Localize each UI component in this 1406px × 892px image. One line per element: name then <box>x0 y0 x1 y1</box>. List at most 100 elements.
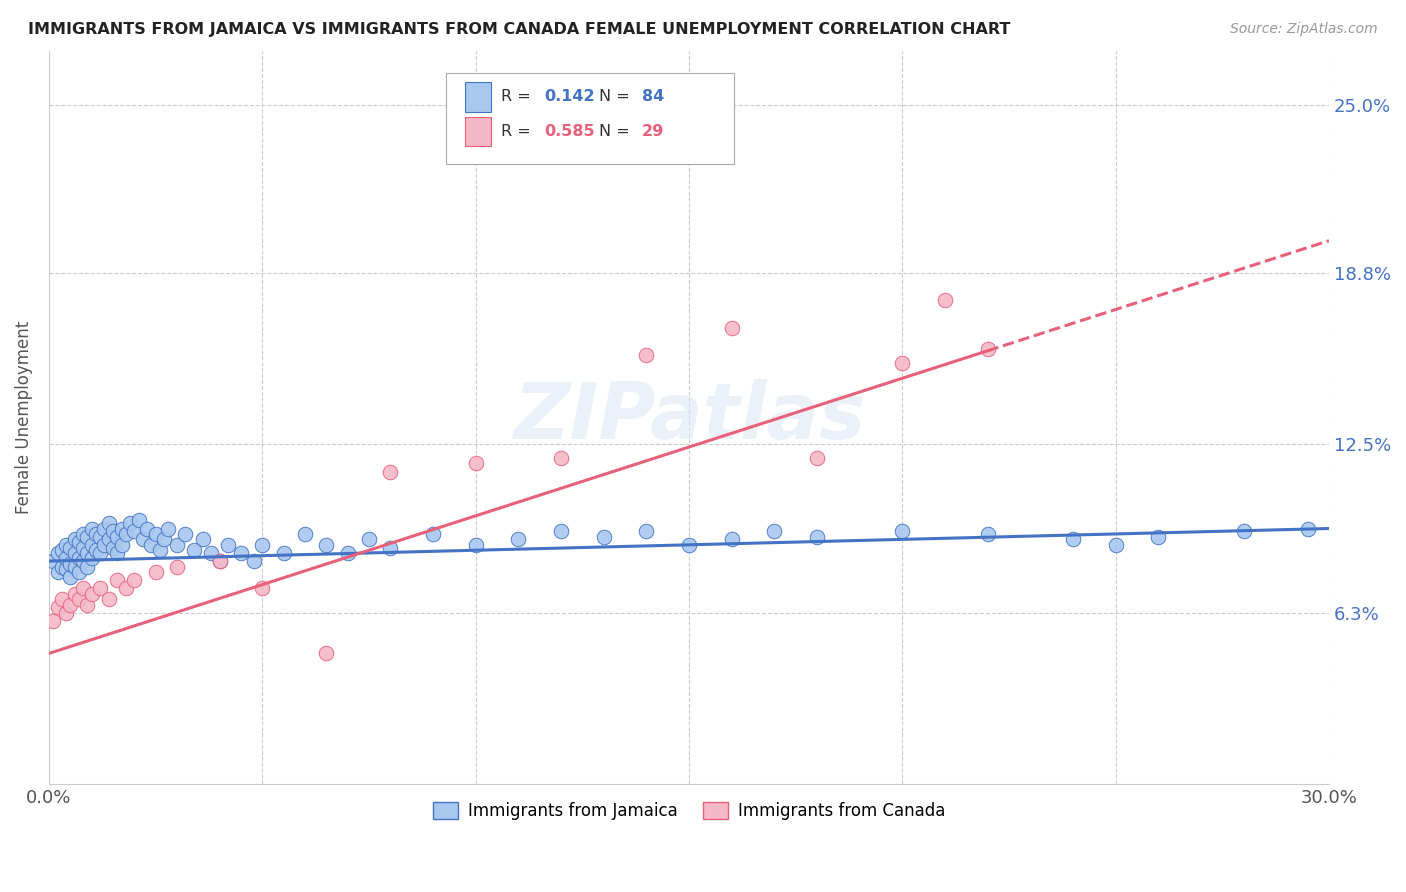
Point <box>124 524 146 539</box>
Point <box>174 527 197 541</box>
Point <box>76 559 98 574</box>
Point <box>59 541 82 555</box>
Point <box>252 538 274 552</box>
Point <box>678 538 700 552</box>
Text: IMMIGRANTS FROM JAMAICA VS IMMIGRANTS FROM CANADA FEMALE UNEMPLOYMENT CORRELATIO: IMMIGRANTS FROM JAMAICA VS IMMIGRANTS FR… <box>28 22 1011 37</box>
Point <box>63 559 86 574</box>
Point <box>149 543 172 558</box>
Point <box>200 546 222 560</box>
Text: 0.585: 0.585 <box>544 124 595 139</box>
Point <box>80 538 103 552</box>
Point <box>315 538 337 552</box>
Point <box>128 513 150 527</box>
Text: N =: N = <box>599 89 636 104</box>
Point <box>1104 538 1126 552</box>
Point <box>84 543 107 558</box>
Point <box>89 581 111 595</box>
Point <box>46 600 69 615</box>
Point <box>166 559 188 574</box>
Point <box>1296 522 1319 536</box>
Point <box>46 546 69 560</box>
Text: 84: 84 <box>641 89 664 104</box>
Point <box>55 551 77 566</box>
Bar <box>465 82 491 112</box>
Point <box>63 533 86 547</box>
Point <box>89 530 111 544</box>
Point <box>89 546 111 560</box>
Point <box>101 541 124 555</box>
FancyBboxPatch shape <box>446 72 734 164</box>
Point <box>51 543 73 558</box>
Point <box>72 581 94 595</box>
Point <box>97 533 120 547</box>
Point <box>891 524 914 539</box>
Point <box>550 524 572 539</box>
Point <box>720 533 742 547</box>
Point <box>105 530 128 544</box>
Point <box>592 530 614 544</box>
Text: R =: R = <box>501 124 536 139</box>
Point <box>76 530 98 544</box>
Point <box>59 557 82 571</box>
Point <box>166 538 188 552</box>
Point <box>51 559 73 574</box>
Point <box>891 356 914 370</box>
Point <box>976 527 998 541</box>
Point <box>51 592 73 607</box>
Point <box>336 546 359 560</box>
Point <box>191 533 214 547</box>
Point <box>124 573 146 587</box>
Point <box>67 551 90 566</box>
Point <box>93 538 115 552</box>
Point <box>55 538 77 552</box>
Point <box>357 533 380 547</box>
Text: 29: 29 <box>641 124 664 139</box>
Point <box>114 581 136 595</box>
Point <box>97 516 120 530</box>
Point <box>380 465 402 479</box>
Point <box>229 546 252 560</box>
Point <box>1232 524 1254 539</box>
Point <box>145 527 167 541</box>
Point <box>59 570 82 584</box>
Point <box>84 527 107 541</box>
Point <box>208 554 231 568</box>
Point <box>67 592 90 607</box>
Point <box>273 546 295 560</box>
Point <box>976 343 998 357</box>
Point <box>42 614 65 628</box>
Point <box>67 565 90 579</box>
Point <box>72 541 94 555</box>
Point <box>422 527 444 541</box>
Point <box>72 527 94 541</box>
Point <box>464 456 486 470</box>
Point <box>141 538 163 552</box>
Bar <box>465 117 491 146</box>
Point <box>110 522 132 536</box>
Point <box>720 320 742 334</box>
Point <box>55 562 77 576</box>
Point <box>110 538 132 552</box>
Point <box>80 587 103 601</box>
Point <box>1147 530 1170 544</box>
Point <box>252 581 274 595</box>
Point <box>183 543 205 558</box>
Point <box>63 546 86 560</box>
Point <box>118 516 141 530</box>
Point <box>63 587 86 601</box>
Point <box>136 522 159 536</box>
Point <box>636 348 658 362</box>
Point <box>80 551 103 566</box>
Point <box>42 554 65 568</box>
Point <box>157 522 180 536</box>
Point <box>145 565 167 579</box>
Point <box>93 522 115 536</box>
Point <box>76 546 98 560</box>
Point <box>763 524 786 539</box>
Point <box>101 524 124 539</box>
Point <box>76 598 98 612</box>
Point <box>153 533 176 547</box>
Point <box>806 450 828 465</box>
Point <box>806 530 828 544</box>
Point <box>242 554 264 568</box>
